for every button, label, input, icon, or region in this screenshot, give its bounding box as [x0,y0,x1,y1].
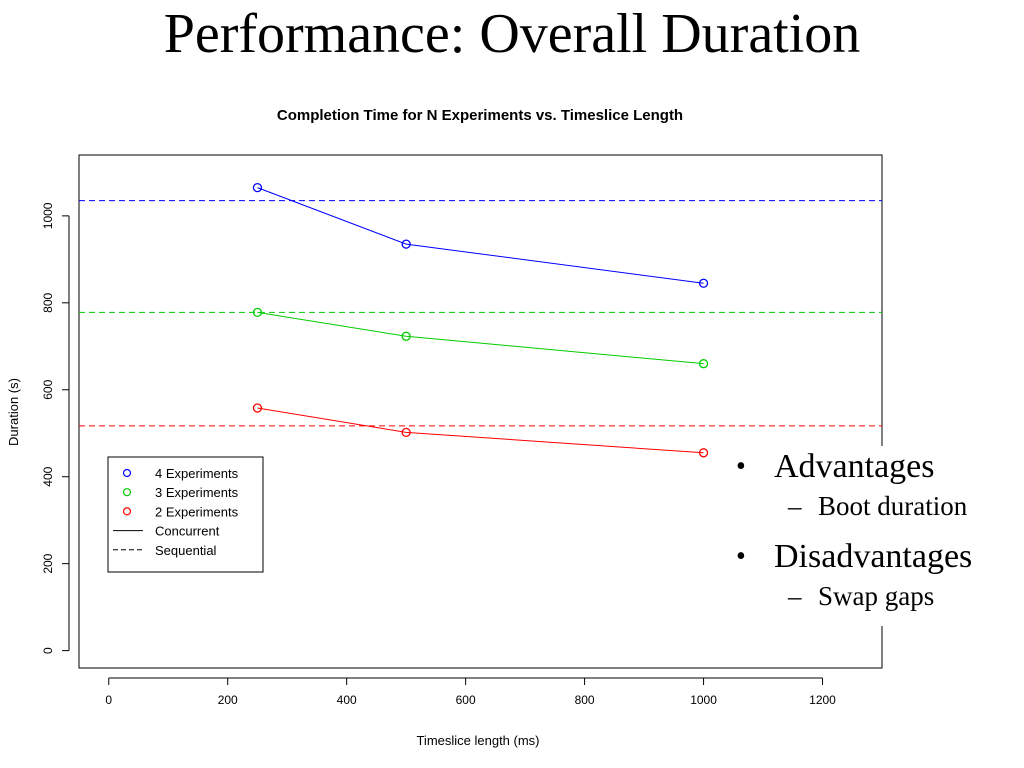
y-tick-label: 200 [41,553,55,573]
data-point-2-experiments [698,448,709,458]
plot-frame [78,154,883,669]
x-tick-label: 600 [456,693,476,707]
bullet-label: Disadvantages [774,538,973,575]
x-tick-label: 1200 [809,693,836,707]
legend-label: 3 Experiments [155,485,239,500]
data-point-4-experiments [698,278,709,288]
y-tick-label: 800 [41,292,55,312]
bullet-disadvantages: • Disadvantages [730,536,1020,578]
legend-marker-4-experiments [122,468,132,478]
data-point-3-experiments [698,359,709,369]
legend-label: 2 Experiments [155,504,239,519]
y-tick-label: 0 [41,647,55,654]
subbullet-swap-gaps: – Swap gaps [730,578,1020,614]
y-axis-label: Duration (s) [6,378,21,446]
x-axis-label: Timeslice length (ms) [416,733,539,748]
subbullet-label: Swap gaps [818,581,935,611]
concurrent-line-4-experiments [257,187,704,284]
data-point-3-experiments [252,307,263,318]
data-point-2-experiments [401,427,411,438]
y-tick-label: 1000 [41,202,55,229]
bullet-label: Advantages [774,448,935,485]
chart-title: Completion Time for N Experiments vs. Ti… [277,107,683,124]
slide-title: Performance: Overall Duration [163,3,861,65]
data-point-3-experiments [401,331,411,341]
legend-label: 4 Experiments [155,466,239,481]
legend-marker-3-experiments [122,488,132,497]
data-point-4-experiments [401,239,411,249]
legend-label: Sequential [155,543,217,558]
sub-dash: – [788,491,802,521]
y-tick-label: 600 [41,379,55,399]
bullet-advantages: • Advantages [730,446,1020,488]
plot-area: 0 200 400 600 800 1000 1200 0 200 400 600 800 1000 4 … [41,154,883,707]
legend-box [107,456,264,573]
concurrent-line-2-experiments [257,407,704,454]
legend-label: Concurrent [155,524,220,539]
data-point-2-experiments [252,403,263,413]
concurrent-line-3-experiments [257,311,704,365]
subbullet-boot-duration: – Boot duration [730,488,1020,524]
x-tick-label: 0 [105,693,112,707]
x-tick-label: 200 [218,693,238,707]
x-tick-label: 1000 [690,693,717,707]
legend-marker-2-experiments [122,507,132,516]
sub-dash: – [788,581,802,611]
data-point-4-experiments [252,182,263,193]
subbullet-label: Boot duration [818,491,968,521]
bullet-dot: • [736,451,746,482]
x-tick-label: 800 [575,693,595,707]
x-tick-label: 400 [337,693,357,707]
y-tick-label: 400 [41,466,55,486]
bullet-dot: • [736,541,746,572]
bullet-list: • Advantages – Boot duration • Disadvant… [730,446,1020,626]
